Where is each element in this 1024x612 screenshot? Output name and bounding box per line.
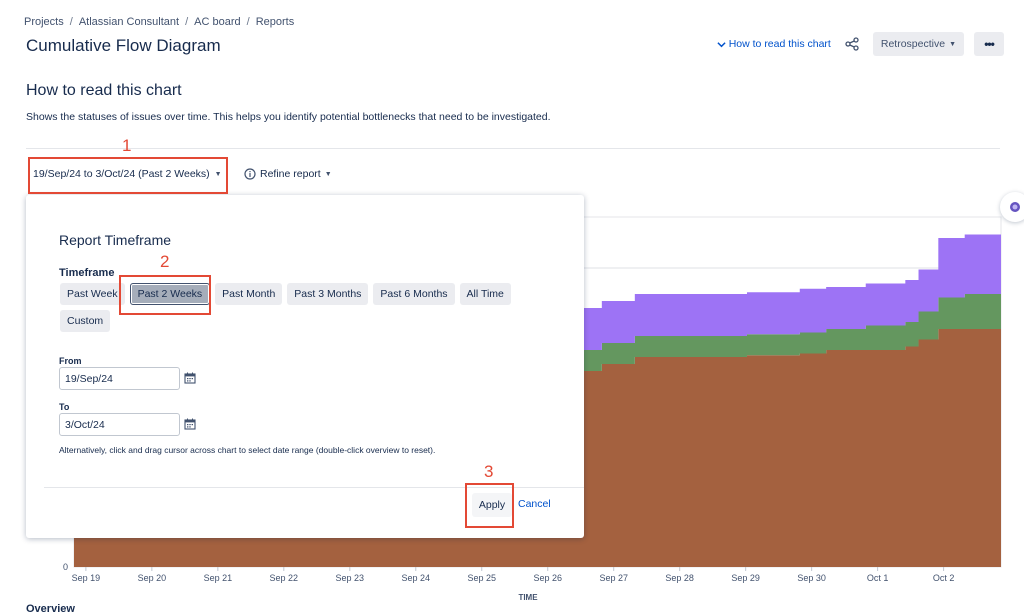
annotation-box-2 [119,275,211,315]
popup-divider [44,487,584,488]
x-tick-label: Sep 23 [336,573,365,583]
date-range-hint: Alternatively, click and drag cursor acr… [59,445,436,455]
x-tick-label: Sep 29 [731,573,760,583]
annotation-number-1: 1 [122,136,132,155]
timeframe-option-past-3-months[interactable]: Past 3 Months [287,283,369,305]
x-tick-label: Sep 30 [797,573,826,583]
breadcrumb-separator: / [185,16,189,28]
cancel-button[interactable]: Cancel [518,498,551,510]
page-title: Cumulative Flow Diagram [26,36,221,55]
caret-down-icon: ▼ [214,170,222,178]
report-timeframe-popup: Report Timeframe Timeframe Past Week Past… [26,195,584,538]
info-icon [244,168,256,180]
breadcrumb-board[interactable]: AC board [194,16,241,28]
how-to-read-link[interactable]: How to read this chart [717,38,831,50]
x-tick-label: Sep 21 [204,573,233,583]
annotation-number-2: 2 [160,252,170,271]
breadcrumb-reports[interactable]: Reports [255,16,295,28]
assistant-icon [1010,202,1020,212]
breadcrumb-projects[interactable]: Projects [24,16,64,28]
breadcrumb: Projects / Atlassian Consultant / AC boa… [24,16,294,28]
calendar-icon[interactable] [184,418,196,430]
x-tick-label: Oct 1 [867,573,889,583]
share-icon[interactable] [841,33,863,55]
breadcrumb-project[interactable]: Atlassian Consultant [78,16,180,28]
timeframe-option-all-time[interactable]: All Time [459,283,511,305]
timeframe-option-past-month[interactable]: Past Month [215,283,283,305]
date-range-label: 19/Sep/24 to 3/Oct/24 (Past 2 Weeks) [33,168,210,180]
timeframe-label: Timeframe [59,267,115,279]
how-to-read-label: How to read this chart [728,38,831,50]
timeframe-option-custom[interactable]: Custom [60,310,111,332]
x-tick-label: Sep 24 [402,573,431,583]
section-title: How to read this chart [26,82,182,99]
board-select-button[interactable]: Retrospective ▼ [872,32,964,56]
date-range-dropdown[interactable]: 19/Sep/24 to 3/Oct/24 (Past 2 Weeks) ▼ [33,168,222,180]
breadcrumb-separator: / [69,16,73,28]
section-description: Shows the statuses of issues over time. … [26,111,551,123]
timeframe-option-past-6-months[interactable]: Past 6 Months [373,283,455,305]
apply-button[interactable]: Apply [472,493,512,517]
x-tick-label: Sep 22 [270,573,299,583]
popup-title: Report Timeframe [59,232,172,248]
timeframe-options: Past Week Past 2 Weeks Past Month Past 3 Mo… [60,283,520,332]
assistant-widget[interactable] [1000,192,1024,222]
breadcrumb-separator: / [246,16,250,28]
refine-report-label: Refine report [260,168,321,180]
x-axis-label: TIME [518,593,538,602]
x-tick-label: Sep 28 [665,573,694,583]
to-label: To [59,402,70,412]
timeframe-option-past-2-weeks[interactable]: Past 2 Weeks [129,283,211,305]
x-tick-label: Sep 27 [599,573,628,583]
from-label: From [59,356,82,366]
refine-report-dropdown[interactable]: Refine report ▼ [244,168,332,180]
annotation-box-3 [465,483,514,528]
more-actions-button[interactable]: ••• [974,32,1004,56]
header-actions: How to read this chart Retrospective ▼ •… [717,32,1004,56]
x-tick-label: Sep 19 [72,573,101,583]
x-tick-label: Sep 26 [533,573,562,583]
from-date-field[interactable]: 19/Sep/24 [59,367,180,390]
x-tick-label: Sep 20 [138,573,167,583]
caret-down-icon: ▼ [949,40,956,48]
to-date-field[interactable]: 3/Oct/24 [59,413,180,436]
annotation-box-1 [28,157,228,194]
x-tick-label: Oct 2 [933,573,955,583]
calendar-icon[interactable] [184,372,196,384]
timeframe-option-past-week[interactable]: Past Week [60,283,125,305]
overview-label: Overview [26,603,75,612]
chevron-down-icon [717,41,726,47]
divider [26,148,1000,149]
board-select-label: Retrospective [880,38,946,50]
y-tick-label: 0 [63,562,68,572]
annotation-number-3: 3 [484,462,494,481]
caret-down-icon: ▼ [324,170,332,178]
x-tick-label: Sep 25 [467,573,496,583]
